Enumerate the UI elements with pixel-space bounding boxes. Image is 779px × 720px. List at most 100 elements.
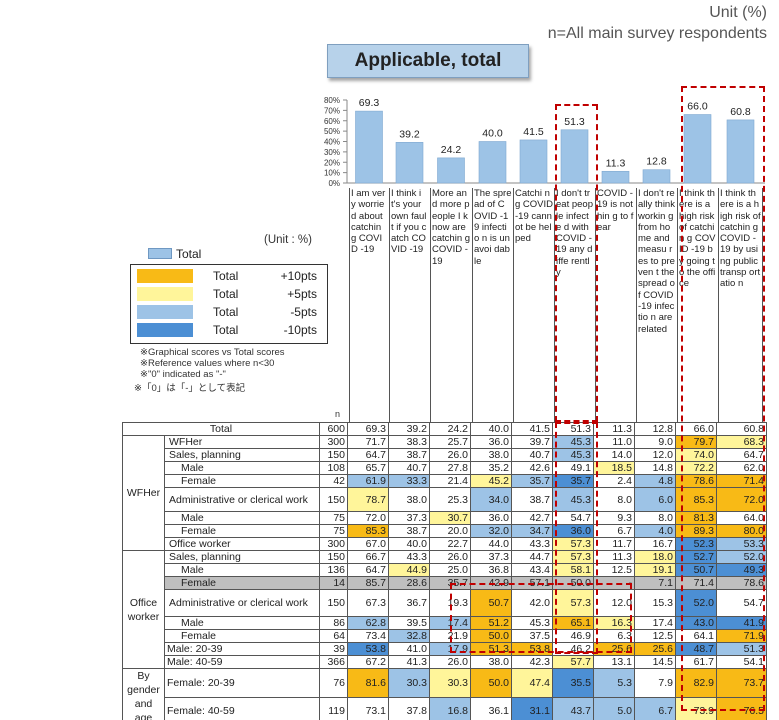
legend-swatch-plus10	[137, 269, 193, 283]
value-cell: 36.0	[552, 524, 594, 538]
value-cell: 36.0	[470, 511, 512, 525]
bar-value-label: 66.0	[687, 101, 708, 113]
value-cell: 67.3	[347, 589, 389, 617]
unit-label: Unit (%)	[709, 4, 767, 21]
value-cell: 66.0	[675, 422, 717, 436]
value-cell: 71.7	[347, 435, 389, 449]
sample-size-cell: 600	[319, 422, 348, 436]
legend-row-delta: -5pts	[290, 305, 317, 319]
value-cell: 16.3	[593, 616, 635, 630]
value-cell: 45.2	[470, 474, 512, 488]
row-label: Male	[164, 461, 320, 475]
table-row: Male 136 64.7 44.9 25.0 36.8 43.4 58.1 12.5 19.1 5…	[123, 563, 767, 577]
value-cell: 12.0	[634, 448, 676, 462]
value-cell: 27.8	[429, 461, 471, 475]
value-cell: 45.3	[552, 487, 594, 512]
value-cell: 51.3	[552, 422, 594, 436]
value-cell: 35.7	[429, 576, 471, 590]
bar-value-label: 41.5	[523, 126, 544, 138]
value-cell: 47.4	[511, 668, 553, 698]
value-cell: 37.8	[388, 696, 430, 720]
value-cell: 39.5	[388, 616, 430, 630]
value-cell: 81.6	[347, 668, 389, 698]
value-cell: 50.0	[552, 576, 594, 590]
value-cell: 25.6	[634, 642, 676, 656]
value-cell: 50.0	[470, 629, 512, 643]
row-label: Male	[164, 511, 320, 525]
sample-size-cell: 14	[319, 576, 348, 590]
bar-value-label: 39.2	[399, 128, 420, 140]
value-cell: 39.2	[388, 422, 430, 436]
value-cell: 32.8	[388, 629, 430, 643]
y-tick-label: 10%	[324, 169, 340, 178]
value-cell: 42.6	[511, 461, 553, 475]
value-cell: 11.7	[593, 537, 635, 551]
value-cell: 38.0	[470, 655, 512, 669]
value-cell: 85.3	[347, 524, 389, 538]
bar-value-label: 11.3	[606, 157, 626, 169]
bar-value-label: 51.3	[564, 116, 585, 128]
value-cell: 30.7	[429, 511, 471, 525]
legend-row: Total -5pts	[137, 305, 327, 320]
n-column-header: n	[335, 409, 341, 419]
question-column-header: Catchi ng COVID -19 cannot be helped	[513, 188, 554, 422]
value-cell: 32.0	[470, 524, 512, 538]
y-tick-label: 60%	[324, 117, 340, 126]
value-cell: 43.7	[552, 696, 594, 720]
sample-size-cell: 150	[319, 550, 348, 564]
table-row: Female 14 85.7 28.6 35.7 42.9 57.1 50.0-7.1 71.4…	[123, 576, 767, 590]
value-cell: 16.7	[634, 537, 676, 551]
results-table: Total 600 69.3 39.2 24.2 40.0 41.5 51.3 11.3 12.8…	[122, 422, 767, 720]
value-cell: 43.4	[511, 563, 553, 577]
value-cell: 53.8	[511, 642, 553, 656]
y-tick-label: 20%	[324, 158, 340, 167]
value-cell: 51.3	[716, 642, 767, 656]
value-cell: 57.1	[511, 576, 553, 590]
value-cell: 57.3	[552, 537, 594, 551]
value-cell: 41.0	[388, 642, 430, 656]
legend-row-delta: -10pts	[283, 323, 317, 337]
value-cell: 15.3	[634, 589, 676, 617]
legend-note: ※Graphical scores vs Total scores	[140, 347, 285, 358]
y-tick-label: 70%	[324, 106, 340, 115]
value-cell: 19.3	[429, 589, 471, 617]
value-cell: 40.7	[388, 461, 430, 475]
legend-row: Total -10pts	[137, 323, 327, 338]
legend-row-total: Total	[213, 287, 239, 301]
table-row: Total 600 69.3 39.2 24.2 40.0 41.5 51.3 11.3 12.8…	[122, 422, 767, 436]
table-row: Male: 20-39 39 53.8 41.0 17.9 51.3 53.8 46.2 25.…	[123, 642, 767, 656]
value-cell: 54.7	[552, 511, 594, 525]
value-cell: 12.5	[593, 563, 635, 577]
value-cell: 37.3	[470, 550, 512, 564]
value-cell: 14.5	[634, 655, 676, 669]
table-row: Sales, planning 150 64.7 38.7 26.0 38.0 40.7 45…	[123, 448, 767, 462]
value-cell: 9.3	[593, 511, 635, 525]
value-cell: 19.1	[634, 563, 676, 577]
value-cell: 38.7	[511, 487, 553, 512]
legend-row: Total +10pts	[137, 269, 327, 284]
bar	[683, 114, 712, 184]
value-cell: 21.9	[429, 629, 471, 643]
value-cell: 81.3	[675, 511, 717, 525]
value-cell: 73.7	[716, 668, 767, 698]
value-cell: 28.6	[388, 576, 430, 590]
bar	[355, 110, 383, 184]
value-cell: 50.0	[470, 668, 512, 698]
value-cell: 39.7	[511, 435, 553, 449]
bar	[560, 129, 589, 184]
value-cell: 72.0	[347, 511, 389, 525]
value-cell: 12.8	[634, 422, 676, 436]
value-cell: 43.0	[675, 616, 717, 630]
value-cell: 35.2	[470, 461, 512, 475]
row-label: WFHer	[164, 435, 320, 449]
value-cell: 17.9	[429, 642, 471, 656]
legend-row-total: Total	[213, 305, 239, 319]
value-cell: 44.7	[511, 550, 553, 564]
table-row: WFHer WFHer 300 71.7 38.3 25.7 36.0 39.7 45.3 11.…	[122, 435, 767, 551]
table-row: Female 75 85.3 38.7 20.0 32.0 34.7 36.0 6.7 4.0 89…	[123, 524, 767, 538]
legend-swatch-minus10	[137, 323, 193, 337]
legend-row-total: Total	[213, 323, 239, 337]
value-cell: 4.8	[634, 474, 676, 488]
table-row: Administrative or clerical work 150 78.7 38…	[123, 487, 767, 512]
sample-size-cell: 64	[319, 629, 348, 643]
